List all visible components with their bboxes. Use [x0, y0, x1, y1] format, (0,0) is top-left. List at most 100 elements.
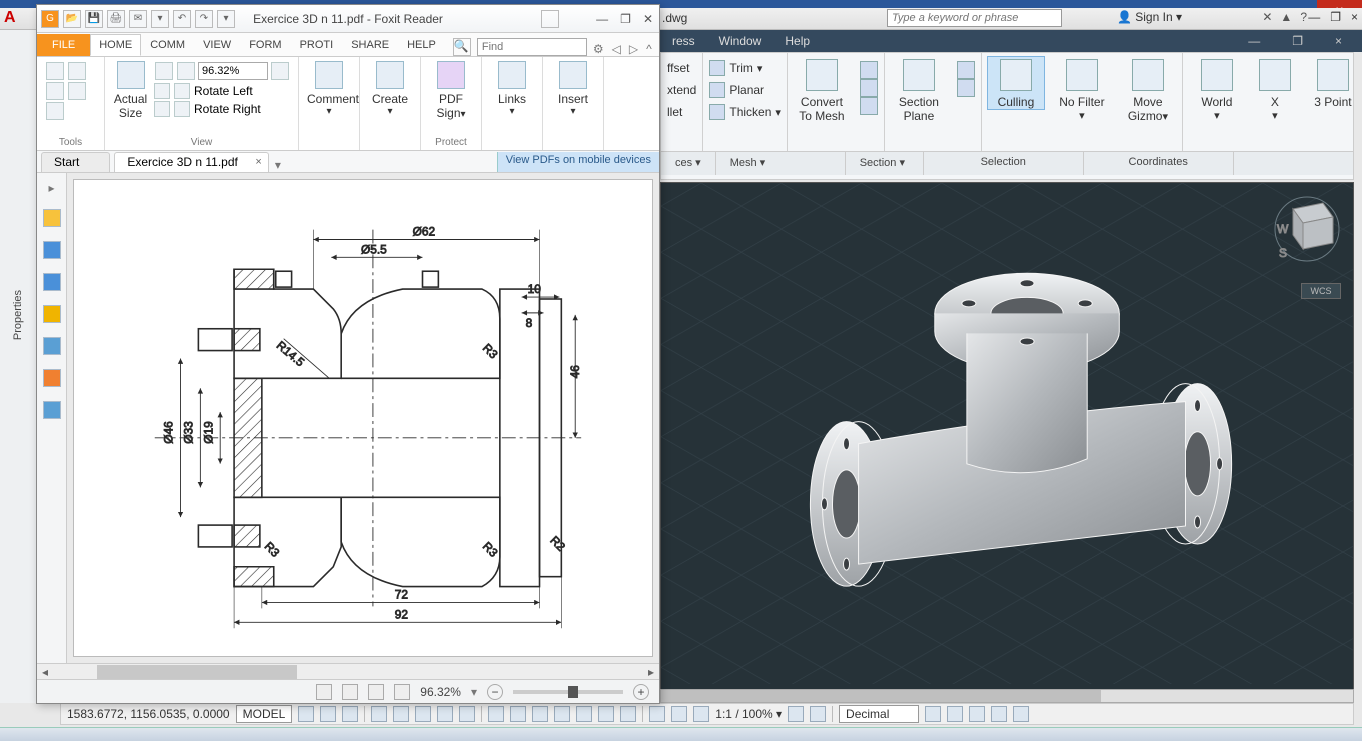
- mesh-opt3-icon[interactable]: [860, 97, 878, 115]
- doc-close-button[interactable]: ×: [1323, 34, 1354, 48]
- autocad-left-panel[interactable]: Properties: [0, 30, 40, 703]
- zoom-out-button[interactable]: −: [487, 684, 503, 700]
- search-icon[interactable]: 🔍: [453, 38, 471, 56]
- bookmarks-icon[interactable]: [43, 209, 61, 227]
- gizmo-status-icon[interactable]: [598, 706, 614, 722]
- model-space-button[interactable]: MODEL: [236, 705, 293, 723]
- expand-nav-icon[interactable]: ▸: [48, 181, 54, 195]
- sign-in-button[interactable]: 👤 Sign In ▾: [1117, 10, 1182, 24]
- minimize-button[interactable]: —: [596, 12, 608, 26]
- view-cube[interactable]: SW: [1273, 195, 1341, 263]
- security-icon[interactable]: [43, 401, 61, 419]
- panel-label[interactable]: Section ▾: [846, 152, 924, 175]
- zoom-in-button[interactable]: +: [633, 684, 649, 700]
- 3dosnap-icon[interactable]: [532, 706, 548, 722]
- offset-button[interactable]: ffset: [667, 57, 696, 79]
- find-prev-icon[interactable]: ◁: [612, 42, 621, 56]
- zoom-input[interactable]: [198, 62, 268, 80]
- tab-file[interactable]: FILE: [37, 34, 90, 56]
- close-tab-icon[interactable]: ×: [255, 156, 261, 168]
- signatures-icon[interactable]: [43, 369, 61, 387]
- actual-size-button[interactable]: Actual Size: [113, 61, 148, 120]
- x-ucs-button[interactable]: X▾: [1255, 57, 1295, 122]
- doc-tab-start[interactable]: Start: [41, 152, 110, 172]
- select-annot-icon[interactable]: [68, 82, 86, 100]
- slider-knob[interactable]: [568, 686, 578, 698]
- zoom-out-icon[interactable]: [177, 62, 195, 80]
- create-button[interactable]: Create▾: [368, 61, 412, 117]
- planar-button[interactable]: Planar: [709, 79, 781, 101]
- lock-ui-icon[interactable]: [947, 706, 963, 722]
- close-button[interactable]: ✕: [643, 12, 653, 26]
- restore-button[interactable]: ❐: [1330, 10, 1341, 24]
- world-ucs-button[interactable]: World▾: [1189, 57, 1245, 122]
- exchange-icon[interactable]: ✕: [1262, 10, 1272, 24]
- layers-icon[interactable]: [43, 273, 61, 291]
- save-icon[interactable]: 💾: [85, 10, 103, 28]
- insert-button[interactable]: Insert▾: [551, 61, 595, 117]
- zoom-slider[interactable]: [513, 690, 623, 694]
- facing-icon[interactable]: [368, 684, 384, 700]
- minimize-button[interactable]: —: [1308, 10, 1320, 24]
- transparency-icon[interactable]: [459, 706, 475, 722]
- clipboard-icon[interactable]: [46, 102, 64, 120]
- lineweight-icon[interactable]: [437, 706, 453, 722]
- menu-item[interactable]: Window: [707, 34, 774, 48]
- osnap-toggle-icon[interactable]: [393, 706, 409, 722]
- autocad-3d-viewport[interactable]: SW WCS: [660, 182, 1354, 695]
- comment-button[interactable]: Comment▾: [307, 61, 351, 117]
- pdf-page[interactable]: Ø62 Ø5.5 10 8 46 Ø46 Ø33: [73, 179, 653, 657]
- panel-label[interactable]: ces ▾: [661, 152, 716, 175]
- three-point-button[interactable]: 3 Point: [1305, 57, 1361, 109]
- redo-button[interactable]: ↷: [195, 10, 213, 28]
- panel-label[interactable]: Selection: [924, 152, 1084, 175]
- doc-minimize-button[interactable]: —: [1236, 34, 1272, 48]
- open-icon[interactable]: 📂: [63, 10, 81, 28]
- undo-button[interactable]: ↶: [173, 10, 191, 28]
- single-page-icon[interactable]: [316, 684, 332, 700]
- tab-comment[interactable]: COMM: [141, 34, 194, 56]
- scroll-thumb[interactable]: [97, 665, 297, 679]
- thicken-button[interactable]: Thicken ▾: [709, 101, 781, 123]
- polar-toggle-icon[interactable]: [371, 706, 387, 722]
- find-next-icon[interactable]: ▷: [629, 42, 638, 56]
- wcs-label[interactable]: WCS: [1301, 283, 1341, 299]
- print-icon[interactable]: 🖨: [107, 10, 125, 28]
- section-opt1-icon[interactable]: [957, 61, 975, 79]
- rotate-left-button[interactable]: Rotate Left: [154, 83, 290, 99]
- comments-icon[interactable]: [43, 305, 61, 323]
- section-opt2-icon[interactable]: [957, 79, 975, 97]
- move-gizmo-button[interactable]: Move Gizmo▾: [1120, 57, 1176, 123]
- ortho-toggle-icon[interactable]: [342, 706, 358, 722]
- scroll-left-icon[interactable]: ◂: [37, 665, 53, 679]
- clean-screen-icon[interactable]: [991, 706, 1007, 722]
- find-options-icon[interactable]: ⚙: [593, 42, 604, 56]
- links-button[interactable]: Links▾: [490, 61, 534, 117]
- snap-toggle-icon[interactable]: [320, 706, 336, 722]
- tab-protect[interactable]: PROTI: [291, 34, 343, 56]
- tab-form[interactable]: FORM: [240, 34, 290, 56]
- snapshot-icon[interactable]: [68, 62, 86, 80]
- pdf-sign-button[interactable]: PDF Sign▾: [429, 61, 473, 120]
- units-dropdown[interactable]: Decimal: [839, 705, 919, 723]
- restore-button[interactable]: ❐: [620, 12, 631, 26]
- autocad-hscrollbar[interactable]: [660, 689, 1354, 703]
- hand-tool-icon[interactable]: [46, 62, 64, 80]
- panel-label[interactable]: Coordinates: [1084, 152, 1234, 175]
- extend-button[interactable]: xtend: [667, 79, 696, 101]
- ducs-icon[interactable]: [554, 706, 570, 722]
- qat-dropdown-icon[interactable]: ▾: [217, 10, 235, 28]
- attachments-icon[interactable]: [43, 337, 61, 355]
- convert-mesh-button[interactable]: Convert To Mesh: [794, 57, 850, 123]
- pages-icon[interactable]: [43, 241, 61, 259]
- collapse-ribbon-icon[interactable]: ^: [646, 42, 652, 56]
- isolate-icon[interactable]: [969, 706, 985, 722]
- email-icon[interactable]: ✉: [129, 10, 147, 28]
- select-text-icon[interactable]: [46, 82, 64, 100]
- foxit-hscrollbar[interactable]: ◂ ▸: [37, 663, 659, 679]
- zoom-dropdown-icon[interactable]: ▾: [471, 685, 477, 699]
- windows-taskbar[interactable]: [0, 727, 1362, 741]
- mobile-promo-banner[interactable]: View PDFs on mobile devices: [497, 152, 659, 172]
- culling-button[interactable]: Culling: [988, 57, 1044, 109]
- qat-more-icon[interactable]: ▾: [151, 10, 169, 28]
